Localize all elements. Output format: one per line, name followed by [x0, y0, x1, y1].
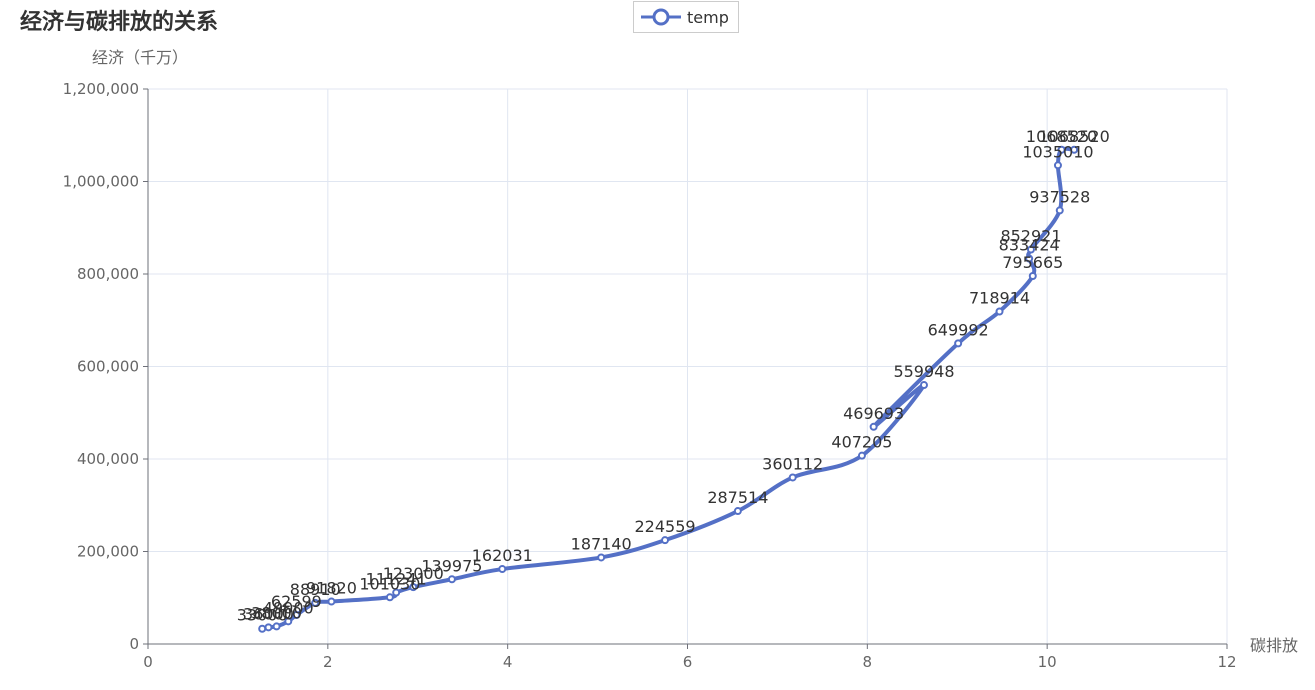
data-label: 38000	[251, 603, 302, 622]
data-point[interactable]	[1057, 145, 1066, 154]
data-point[interactable]	[311, 598, 320, 607]
y-axis-title: 经济（千万）	[92, 48, 188, 67]
x-axis-title: 碳排放	[1250, 636, 1298, 655]
legend-label: temp	[687, 7, 729, 27]
data-point[interactable]	[292, 611, 301, 620]
data-label: 62599	[271, 592, 322, 611]
data-label: 49000	[263, 598, 314, 617]
data-label: 36000	[243, 604, 294, 623]
series-line	[261, 146, 1075, 631]
data-label: 287514	[707, 488, 768, 507]
grid-lines	[148, 88, 1228, 644]
data-point[interactable]	[258, 624, 267, 633]
y-tick-label: 600,000	[77, 358, 139, 376]
legend-swatch-icon	[641, 8, 681, 26]
y-tick-label: 200,000	[77, 543, 139, 561]
data-label: 718914	[969, 289, 1030, 308]
data-label: 123000	[383, 564, 444, 583]
data-point[interactable]	[995, 307, 1004, 316]
y-tick-label: 800,000	[77, 265, 139, 283]
y-tick-label: 1,000,000	[63, 173, 139, 191]
data-label: 111241	[366, 570, 427, 589]
data-point[interactable]	[392, 588, 401, 597]
data-label: 1035010	[1022, 142, 1093, 161]
x-tick-label: 10	[1038, 653, 1057, 671]
series-points	[258, 145, 1079, 633]
data-point[interactable]	[954, 339, 963, 348]
data-label: 559948	[893, 362, 954, 381]
data-label: 1068520	[1026, 127, 1097, 146]
data-label: 162031	[472, 546, 533, 565]
data-point[interactable]	[1026, 245, 1035, 254]
data-label: 469693	[843, 404, 904, 423]
data-label: 795665	[1002, 253, 1063, 272]
data-point[interactable]	[284, 617, 293, 626]
data-point[interactable]	[409, 583, 418, 592]
data-label: 91820	[306, 579, 357, 598]
data-point[interactable]	[869, 422, 878, 431]
data-point[interactable]	[1055, 206, 1064, 215]
data-label: 224559	[634, 517, 695, 536]
data-point[interactable]	[788, 473, 797, 482]
data-point[interactable]	[597, 553, 606, 562]
chart-title: 经济与碳排放的关系	[20, 10, 219, 35]
data-point[interactable]	[1053, 161, 1062, 170]
data-point[interactable]	[1070, 145, 1079, 154]
axes: 0 2 4 6 8 10 12 0 200,000 400,000 600,000 800,000 1,…	[63, 80, 1237, 671]
data-label: 833424	[999, 236, 1060, 255]
data-label: 649992	[928, 320, 989, 339]
data-point[interactable]	[919, 381, 928, 390]
data-point[interactable]	[264, 623, 273, 632]
data-label: 187140	[571, 534, 632, 553]
data-label: 139975	[421, 556, 482, 575]
x-tick-label: 0	[143, 653, 153, 671]
y-tick-label: 1,200,000	[63, 80, 139, 98]
x-tick-label: 6	[683, 653, 693, 671]
data-point[interactable]	[327, 597, 336, 606]
data-point[interactable]	[1025, 254, 1034, 263]
series-line-0	[261, 146, 1075, 631]
data-point[interactable]	[447, 575, 456, 584]
x-tick-label: 8	[863, 653, 873, 671]
data-label: 88910	[290, 580, 341, 599]
x-tick-label: 4	[503, 653, 513, 671]
data-label: 360112	[762, 454, 823, 473]
data-point[interactable]	[1028, 272, 1037, 281]
data-point[interactable]	[661, 536, 670, 545]
data-point[interactable]	[498, 565, 507, 574]
data-label: 1068520	[1039, 127, 1110, 146]
data-label: 101030	[359, 574, 420, 593]
x-tick-label: 2	[323, 653, 333, 671]
data-label: 407205	[831, 433, 892, 452]
data-point[interactable]	[857, 451, 866, 460]
legend[interactable]: temp	[633, 1, 739, 33]
data-label: 852921	[1000, 227, 1061, 246]
data-label: 33000	[237, 606, 288, 625]
y-tick-label: 400,000	[77, 450, 139, 468]
y-tick-label: 0	[129, 635, 139, 653]
data-point[interactable]	[733, 507, 742, 516]
data-point[interactable]	[272, 622, 281, 631]
data-label: 937528	[1029, 187, 1090, 206]
data-point[interactable]	[385, 593, 394, 602]
x-tick-label: 12	[1217, 653, 1236, 671]
